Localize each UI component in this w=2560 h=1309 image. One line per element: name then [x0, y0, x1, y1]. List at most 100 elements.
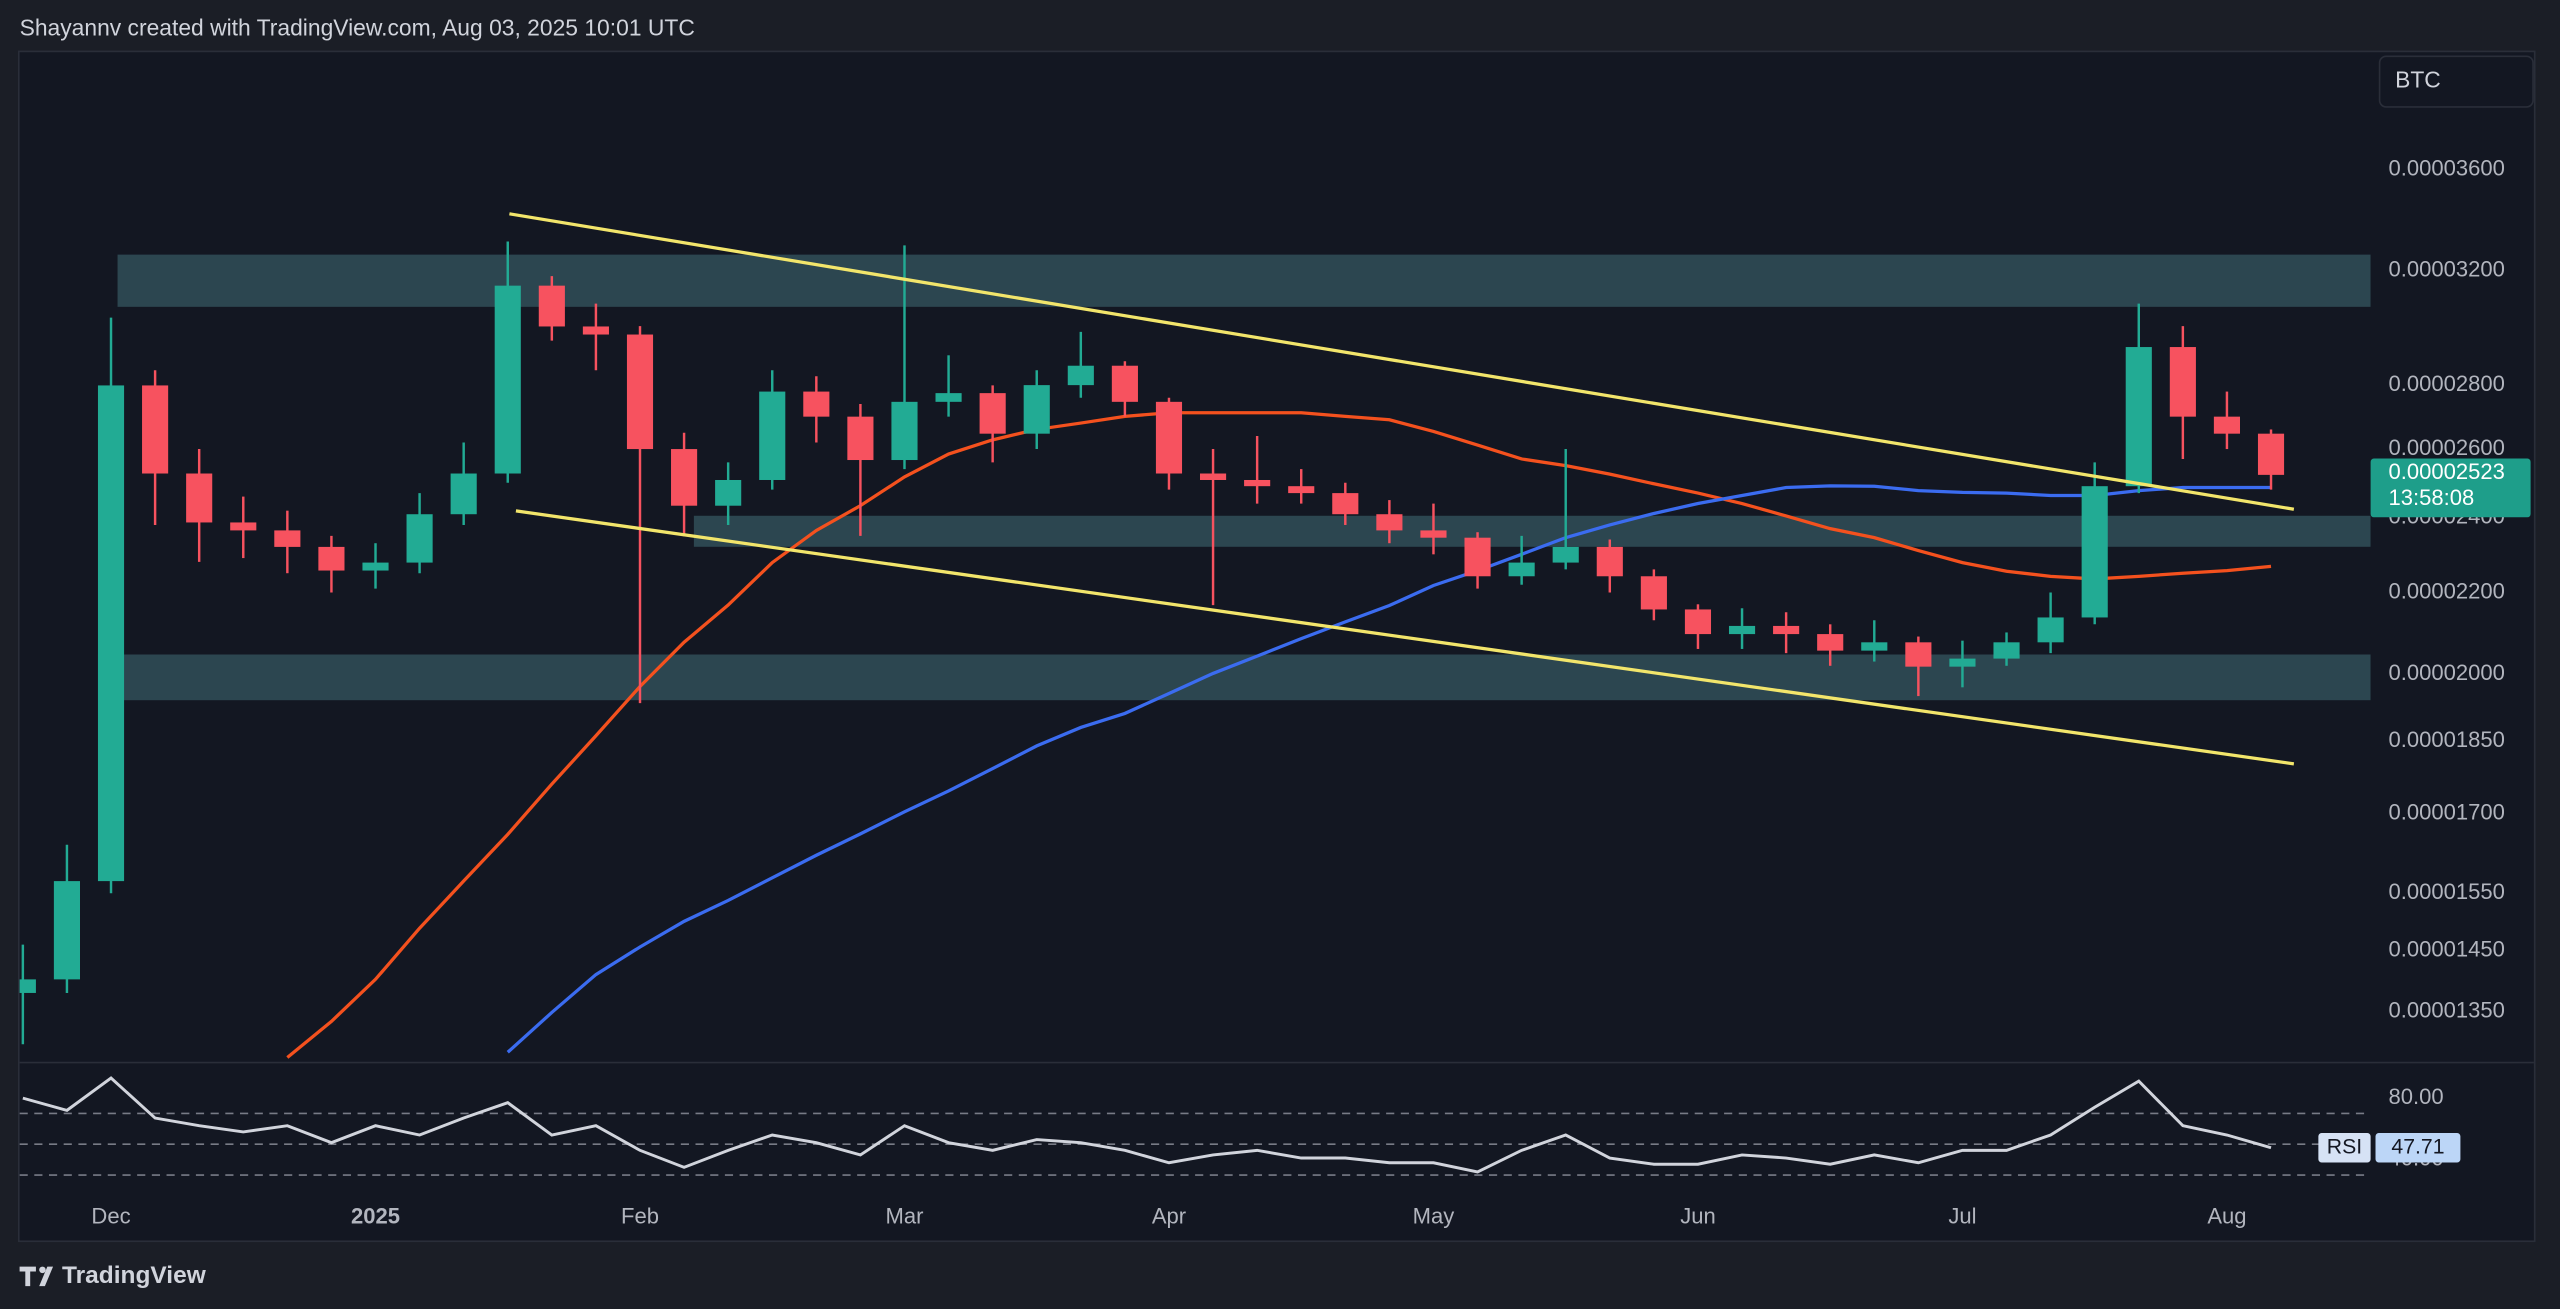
candle-body	[142, 385, 169, 474]
footer: TradingView	[19, 1262, 207, 1289]
footer-text: TradingView	[62, 1262, 207, 1289]
y-tick-label: 0.00001700	[2389, 800, 2505, 825]
y-tick-label: 0.00002600	[2389, 435, 2505, 460]
candle-body	[274, 530, 301, 547]
x-tick-label: Dec	[91, 1203, 130, 1228]
moving-average	[286, 411, 2272, 1059]
candle-body	[803, 391, 830, 417]
symbol-box[interactable]	[2378, 55, 2534, 108]
chart-panel	[17, 50, 2536, 1243]
candle-body	[1111, 365, 1138, 402]
candle-body	[1067, 365, 1094, 386]
axes: 0.00003600 0.00003200 0.00002800 0.00002600…	[91, 155, 2531, 1228]
x-tick-label: May	[1413, 1203, 1455, 1228]
trendline	[515, 509, 2295, 766]
y-tick-label: 0.00001850	[2389, 727, 2505, 752]
indicator-name-box	[2318, 1133, 2371, 1163]
candle-body	[362, 562, 389, 571]
y-tick-label: 0.00001550	[2389, 879, 2505, 904]
candle-body	[2257, 433, 2285, 475]
candle-body	[891, 401, 918, 461]
candle-body	[1728, 625, 1756, 635]
y-tick-label: 0.00001450	[2389, 936, 2505, 961]
candle-body	[935, 393, 962, 402]
candle-body	[1155, 401, 1183, 474]
header: Shayannv created with TradingView.com, A…	[20, 14, 695, 40]
candle-body	[847, 416, 874, 461]
candle-body	[1288, 486, 1315, 494]
candle-body	[979, 393, 1006, 434]
candle-body	[1817, 634, 1844, 651]
x-tick-label: 2025	[351, 1203, 400, 1228]
trendlines	[509, 212, 2295, 766]
indicator-value-box	[2375, 1133, 2461, 1163]
countdown: 13:58:08	[2389, 485, 2475, 510]
y-tick-label: 0.00001350	[2389, 998, 2505, 1023]
candle-body	[450, 473, 477, 515]
y-tick-label: 80.00	[2389, 1084, 2444, 1109]
candle-body	[186, 473, 213, 523]
candle-body	[406, 514, 433, 563]
indicator-name: RSI	[2327, 1135, 2362, 1158]
candle-body	[97, 385, 125, 882]
y-tick-label: 0.00003600	[2389, 155, 2505, 180]
y-tick-label: 0.00003200	[2389, 257, 2505, 282]
x-tick-label: Jun	[1680, 1203, 1716, 1228]
candle-body	[230, 522, 257, 531]
candle-body	[2125, 347, 2152, 487]
zone	[117, 254, 2371, 307]
x-tick-label: Aug	[2207, 1203, 2246, 1228]
candle-body	[715, 479, 742, 506]
x-tick-label: Jul	[1948, 1203, 1976, 1228]
candle-body	[759, 391, 786, 480]
candle-body	[1905, 642, 1932, 667]
rsi-line	[22, 1076, 2272, 1174]
logo	[19, 1266, 54, 1287]
candle-body	[626, 334, 654, 450]
last-price-box	[2370, 458, 2531, 518]
candle-body	[1332, 493, 1359, 515]
zone	[97, 654, 2371, 701]
candle-body	[1508, 562, 1535, 577]
logo-dot	[39, 1266, 46, 1274]
candle-body	[19, 979, 36, 993]
candle-body	[53, 881, 80, 980]
moving-averages	[286, 411, 2272, 1059]
candle-body	[1773, 625, 1800, 635]
candle-body	[1464, 537, 1491, 577]
candle-body	[1949, 658, 1976, 667]
candle-body	[318, 546, 345, 571]
indicator-value: 47.71	[2391, 1135, 2444, 1158]
candle-body	[1640, 576, 1667, 610]
candle-body	[1244, 479, 1271, 487]
candle-body	[494, 285, 521, 474]
candle-body	[1200, 473, 1227, 480]
trendline	[509, 212, 2295, 511]
candle-body	[582, 326, 609, 335]
candle-body	[2169, 347, 2196, 417]
moving-average	[506, 484, 2272, 1054]
x-tick-label: Feb	[621, 1203, 659, 1228]
candle-body	[671, 449, 698, 506]
y-tick-label: 0.00002200	[2389, 578, 2505, 603]
candle-body	[2081, 486, 2108, 618]
candle-body	[1861, 642, 1888, 651]
y-tick-label: 0.00002800	[2389, 371, 2505, 396]
candle-body	[1376, 514, 1403, 531]
candle-body	[1023, 385, 1050, 434]
candle-body	[1596, 546, 1623, 577]
symbol[interactable]: BTC	[2395, 67, 2441, 93]
y-tick-label: 0.00002000	[2389, 660, 2505, 685]
candle-body	[2037, 617, 2064, 643]
candle-body	[538, 285, 565, 327]
candle-body	[1420, 530, 1447, 538]
candle-body	[1552, 546, 1579, 563]
last-price-label: 0.00002523	[2389, 459, 2505, 484]
candle-body	[1993, 642, 2020, 659]
zone	[693, 515, 2371, 547]
candle-body	[2213, 416, 2240, 434]
rsi-plot	[19, 1076, 2371, 1176]
x-tick-label: Apr	[1152, 1203, 1186, 1228]
